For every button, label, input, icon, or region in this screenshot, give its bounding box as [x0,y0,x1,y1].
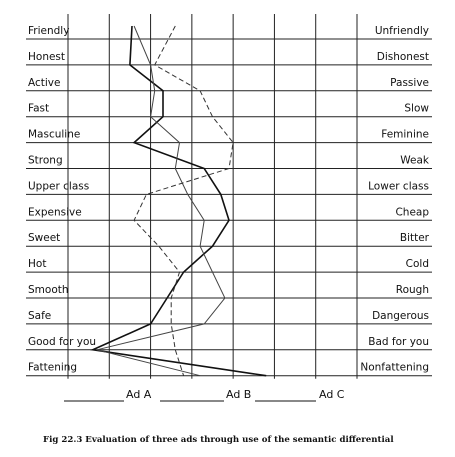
right-label: Dangerous [372,310,429,322]
right-label: Bitter [400,232,430,244]
right-label: Bad for you [368,336,429,348]
left-label: Expensive [28,206,82,218]
right-label: Feminine [381,129,429,141]
left-label: Masculine [28,129,80,141]
right-label: Rough [396,284,429,296]
left-label: Active [28,77,60,89]
left-label: Upper class [28,180,89,192]
legend-label-ad-c: Ad C [319,388,345,401]
right-scale-labels: Unfriendly Dishonest Passive Slow Feminine We… [360,25,430,374]
legend-label-ad-a: Ad A [126,388,152,401]
legend: Ad A Ad B Ad C [64,388,345,402]
left-scale-labels: Friendly Honest Active Fast Masculine Strong U… [28,25,96,374]
left-label: Friendly [28,25,69,37]
right-label: Cheap [395,206,429,218]
grid [26,14,432,379]
left-label: Smooth [28,284,69,296]
right-label: Cold [406,258,429,270]
left-label: Good for you [28,336,96,348]
right-label: Slow [404,103,429,115]
left-label: Sweet [28,232,60,244]
left-label: Strong [28,155,63,167]
left-label: Hot [28,258,46,270]
right-label: Nonfattening [360,362,429,374]
right-label: Lower class [368,180,429,192]
right-label: Unfriendly [375,25,429,37]
left-label: Honest [28,51,65,63]
right-label: Passive [390,77,429,89]
left-label: Safe [28,310,51,322]
legend-label-ad-b: Ad B [226,388,251,401]
right-label: Weak [400,155,430,167]
left-label: Fast [28,103,49,115]
series-lines [89,25,267,377]
right-label: Dishonest [377,51,429,63]
series-line-ad-b [96,25,226,377]
series-line-ad-c [133,25,234,376]
series-line-ad-a [89,25,267,377]
left-label: Fattening [28,362,77,374]
figure-caption: Fig 22.3 Evaluation of three ads through… [43,435,394,445]
